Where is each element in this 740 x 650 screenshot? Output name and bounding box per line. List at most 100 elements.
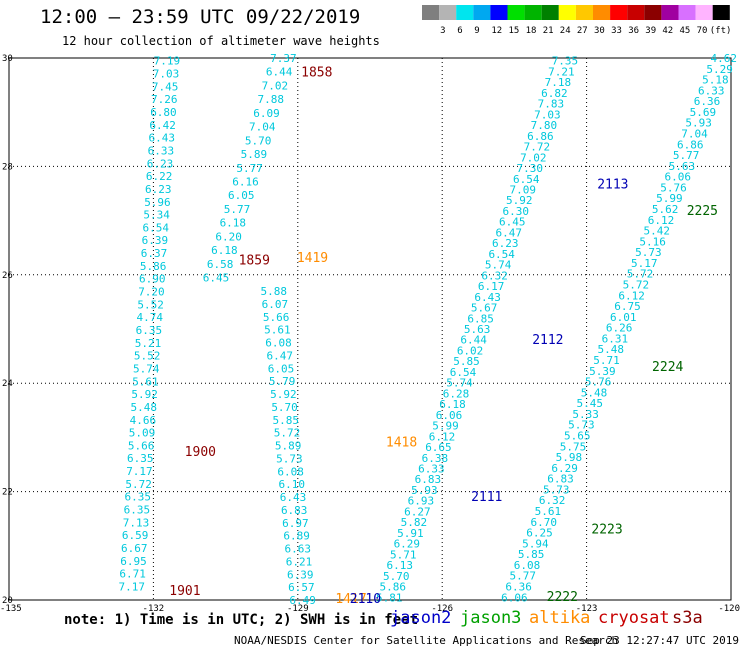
wave-height-value: 5.73 <box>568 419 595 432</box>
color-swatch <box>712 5 730 20</box>
color-swatch <box>644 5 662 20</box>
wave-height-value: 6.21 <box>286 555 313 568</box>
wave-height-value: 6.43 <box>280 491 307 504</box>
wave-height-value: 7.02 <box>520 151 547 164</box>
pass-time-label: 1858 <box>301 66 332 81</box>
wave-height-value: 5.71 <box>593 354 620 367</box>
wave-height-value: 6.57 <box>288 581 315 594</box>
wave-height-value: 5.74 <box>446 377 473 390</box>
color-swatch <box>473 5 491 20</box>
wave-height-value: 6.33 <box>698 84 725 97</box>
pass-time-label: 1417 <box>335 592 366 607</box>
wave-height-value: 5.17 <box>631 257 658 270</box>
latitude-tick-label: 24 <box>2 379 13 389</box>
wave-height-value: 5.89 <box>275 440 302 453</box>
wave-height-value: 7.20 <box>138 286 165 299</box>
wave-height-value: 6.06 <box>436 409 463 422</box>
pass-time-label: 2225 <box>687 204 718 219</box>
latitude-tick-label: 20 <box>2 596 13 606</box>
wave-height-value: 5.76 <box>585 376 612 389</box>
wave-height-value: 6.43 <box>474 291 501 304</box>
wave-height-value: 5.21 <box>135 337 162 350</box>
color-swatch <box>575 5 593 20</box>
color-swatch <box>610 5 628 20</box>
legend-altika: altika <box>529 608 591 628</box>
pass-time-label: 2113 <box>597 178 628 193</box>
wave-height-value: 5.16 <box>639 235 666 248</box>
wave-height-value: 5.72 <box>125 478 152 491</box>
wave-height-value: 6.05 <box>268 362 295 375</box>
wave-height-value: 6.29 <box>551 462 578 475</box>
wave-height-value: 6.65 <box>425 441 452 454</box>
wave-height-value: 5.48 <box>581 386 608 399</box>
wave-height-value: 5.93 <box>411 484 438 497</box>
wave-height-value: 5.66 <box>263 311 290 324</box>
wave-height-value: 6.12 <box>618 289 645 302</box>
wave-height-value: 6.35 <box>124 491 151 504</box>
longitude-tick-label: -120 <box>718 604 740 614</box>
wave-height-value: 6.33 <box>418 463 445 476</box>
wave-height-value: 7.45 <box>152 80 179 93</box>
wave-height-value: 7.19 <box>154 55 181 68</box>
wave-height-value: 6.39 <box>287 568 314 581</box>
color-scale-label: 18 <box>526 26 537 36</box>
wave-height-value: 6.90 <box>139 273 166 286</box>
longitude-tick-label: -123 <box>576 604 598 614</box>
wave-height-value: 6.89 <box>283 530 310 543</box>
wave-height-value: 5.18 <box>702 74 729 87</box>
wave-height-value: 6.13 <box>387 559 414 572</box>
wave-height-value: 6.06 <box>501 591 528 604</box>
wave-height-value: 5.66 <box>128 439 155 452</box>
wave-height-value: 6.08 <box>265 337 292 350</box>
wave-height-value: 5.85 <box>273 414 300 427</box>
pass-time-label: 2111 <box>471 490 502 505</box>
wave-height-value: 6.83 <box>415 473 442 486</box>
color-scale-label: 30 <box>594 26 605 36</box>
wave-height-value: 6.85 <box>467 312 494 325</box>
color-swatch <box>456 5 474 20</box>
longitude-tick-label: -129 <box>287 604 309 614</box>
wave-height-value: 7.35 <box>552 55 579 68</box>
wave-height-value: 5.72 <box>627 268 654 281</box>
wave-height-value: 5.70 <box>245 134 272 147</box>
color-swatch <box>593 5 611 20</box>
wave-height-tracks: 7.197.037.457.266.806.426.436.336.236.22… <box>118 52 737 607</box>
wave-height-value: 6.27 <box>404 505 431 518</box>
wave-height-value: 6.95 <box>120 555 147 568</box>
wave-height-value: 5.85 <box>453 355 480 368</box>
wave-height-value: 5.96 <box>144 196 171 209</box>
map-title: 12:00 – 23:59 UTC 09/22/2019 <box>40 6 361 28</box>
color-swatch <box>678 5 696 20</box>
legend-cryosat: cryosat <box>598 608 670 628</box>
latitude-tick-label: 22 <box>2 488 13 498</box>
wave-height-value: 6.22 <box>146 170 173 183</box>
wave-height-value: 5.86 <box>380 581 407 594</box>
wave-height-value: 6.12 <box>429 430 456 443</box>
wave-height-value: 6.49 <box>289 594 316 607</box>
wave-height-value: 4.74 <box>136 311 163 324</box>
color-scale-label: 42 <box>662 26 673 36</box>
longitude-tick-label: -126 <box>431 604 453 614</box>
wave-height-value: 5.85 <box>518 548 545 561</box>
wave-height-value: 7.30 <box>517 162 544 175</box>
wave-height-value: 5.33 <box>572 408 599 421</box>
wave-height-value: 5.92 <box>506 194 533 207</box>
wave-height-value: 5.48 <box>597 343 624 356</box>
wave-height-value: 6.08 <box>514 559 541 572</box>
wave-height-value: 6.29 <box>394 538 421 551</box>
wave-height-value: 6.83 <box>547 473 574 486</box>
wave-height-value: 5.63 <box>669 160 696 173</box>
wave-height-value: 6.35 <box>136 324 163 337</box>
wave-height-value: 5.77 <box>224 203 251 216</box>
pass-time-label: 2222 <box>547 590 578 605</box>
color-swatch <box>558 5 576 20</box>
wave-height-value: 6.05 <box>228 189 255 202</box>
wave-height-value: 5.99 <box>432 420 459 433</box>
wave-height-value: 6.36 <box>505 581 532 594</box>
wave-height-value: 6.32 <box>539 494 566 507</box>
wave-height-value: 7.17 <box>118 580 145 593</box>
credit-line: NOAA/NESDIS Center for Satellite Applica… <box>234 634 619 647</box>
wave-height-value: 6.86 <box>677 138 704 151</box>
wave-height-value: 7.21 <box>548 65 575 78</box>
